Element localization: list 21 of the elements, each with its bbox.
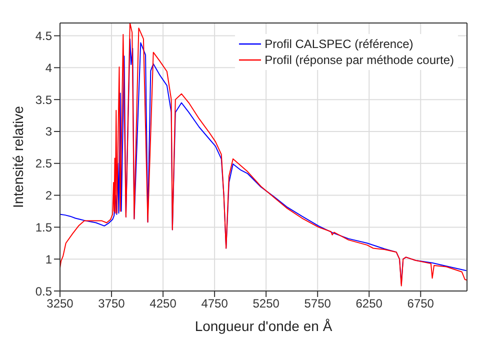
y-tick-label: 1 <box>45 252 52 266</box>
y-tick-label: 3.5 <box>35 92 52 107</box>
y-tick-label: 2 <box>45 188 52 203</box>
x-tick-label: 4750 <box>201 296 228 311</box>
x-tick-label: 5250 <box>252 296 280 311</box>
legend-label: Profil (réponse par méthode courte) <box>264 52 454 68</box>
y-tick-label: 0.5 <box>35 284 52 298</box>
y-tick-label: 2.5 <box>35 156 52 171</box>
x-tick-label: 4250 <box>150 296 177 311</box>
legend-label: Profil CALSPEC (référence) <box>264 36 414 52</box>
x-tick-label: 6250 <box>356 296 383 311</box>
y-axis-title: Intensité relative <box>10 106 26 208</box>
x-tick-label: 6750 <box>407 296 434 311</box>
x-tick-label: 3750 <box>98 296 126 311</box>
y-tick-label: 3 <box>45 124 52 139</box>
x-tick-label: 5750 <box>304 296 332 311</box>
x-axis-title: Longueur d'onde en Å <box>194 318 333 334</box>
y-tick-label: 4.5 <box>35 29 52 44</box>
y-tick-label: 1.5 <box>35 220 52 234</box>
x-tick-label: 3250 <box>46 296 74 311</box>
y-tick-label: 4 <box>45 60 52 75</box>
